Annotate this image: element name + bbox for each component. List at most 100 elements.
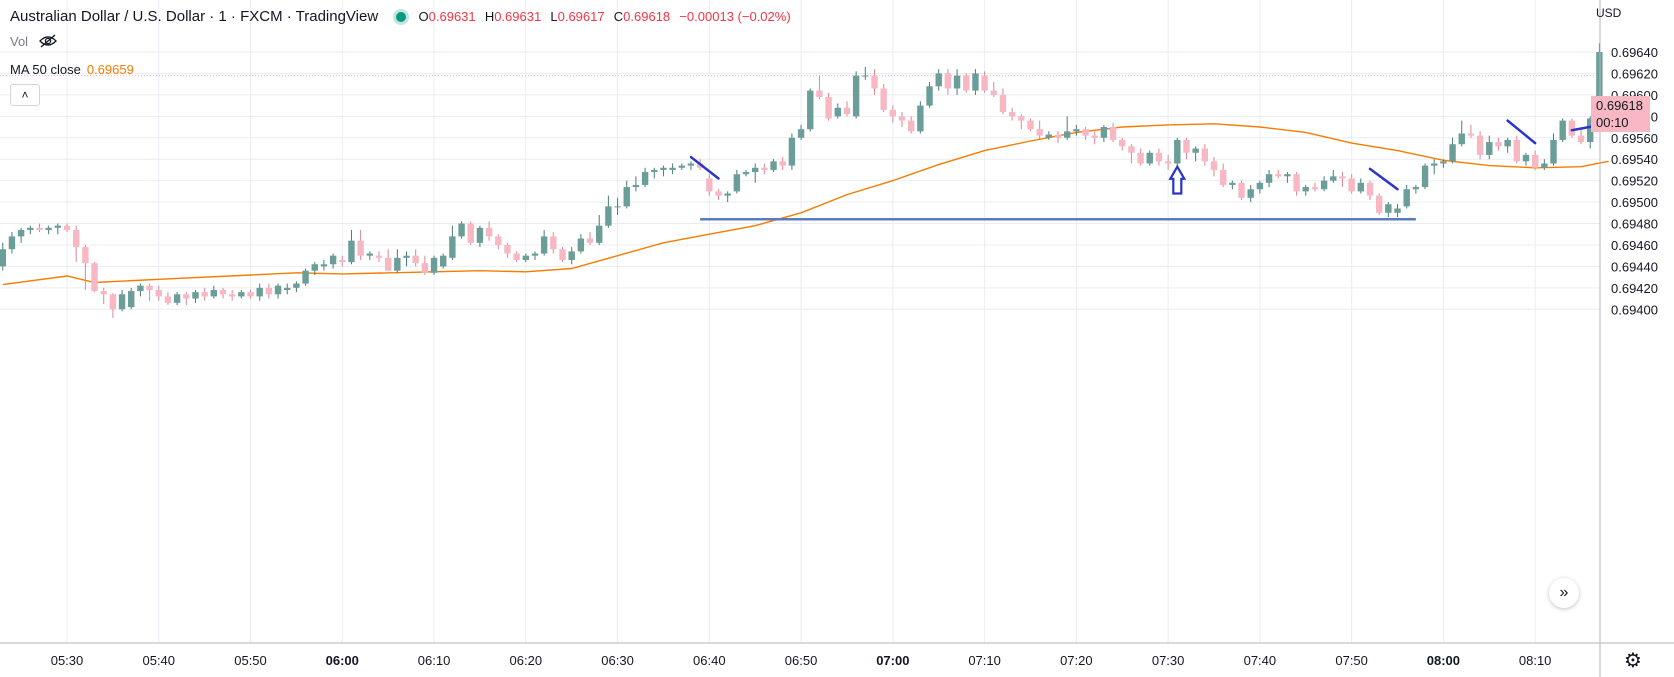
- candle-body: [238, 292, 245, 297]
- ohlc-close: C0.69618: [613, 9, 671, 24]
- candle-body: [1587, 118, 1594, 143]
- candle-body: [953, 75, 961, 89]
- candle: [1357, 178, 1365, 194]
- candle-body: [825, 97, 832, 119]
- candle-body: [614, 206, 621, 208]
- candle: [430, 255, 438, 275]
- y-tick-label: 0.69540: [1611, 152, 1658, 167]
- candle-body: [100, 291, 107, 295]
- candle: [1174, 137, 1181, 166]
- candle-body: [467, 223, 474, 243]
- candle: [1385, 202, 1392, 218]
- candle: [1348, 174, 1355, 194]
- candle: [109, 293, 117, 318]
- bar-countdown: 00:10: [1596, 115, 1629, 130]
- candle: [1045, 131, 1053, 140]
- candle-body: [1238, 182, 1245, 198]
- candle: [577, 234, 585, 254]
- candle-body: [82, 247, 89, 264]
- candle-body: [926, 86, 933, 106]
- candle-body: [137, 285, 144, 292]
- collapse-legend-button[interactable]: ˄: [10, 84, 40, 106]
- candle: [91, 262, 98, 293]
- candle-body: [1100, 127, 1108, 138]
- candle: [568, 247, 575, 265]
- candle: [926, 82, 933, 108]
- candle-body: [1265, 174, 1273, 183]
- candle-body: [586, 238, 594, 243]
- candle: [1073, 124, 1080, 136]
- candle: [1559, 118, 1566, 143]
- candle: [118, 289, 126, 312]
- trend-annotation: [1368, 167, 1399, 191]
- candle-body: [1008, 112, 1016, 117]
- candle-body: [302, 270, 309, 284]
- candle-body: [706, 178, 713, 192]
- candle: [1247, 184, 1254, 203]
- candle: [449, 225, 456, 260]
- candle: [1513, 135, 1521, 164]
- volume-indicator-row[interactable]: Vol: [10, 34, 58, 51]
- candle-body: [274, 285, 282, 295]
- candle: [1330, 169, 1337, 183]
- candle: [1137, 148, 1144, 166]
- candle-body: [412, 255, 419, 264]
- candle: [1128, 144, 1135, 164]
- candle: [17, 227, 25, 243]
- candle: [935, 69, 942, 91]
- candle: [1522, 152, 1530, 166]
- candle-body: [1082, 129, 1089, 136]
- candle-body: [1412, 187, 1420, 190]
- candle-body: [898, 116, 906, 121]
- candle-body: [384, 257, 392, 271]
- candle: [100, 287, 107, 304]
- candle: [733, 169, 741, 194]
- candle: [320, 259, 328, 271]
- scroll-to-realtime-button[interactable]: »: [1549, 578, 1579, 608]
- candle: [146, 283, 153, 301]
- candle-body: [1109, 127, 1117, 140]
- y-tick-label: 0.69460: [1611, 238, 1658, 253]
- candle-body: [1201, 148, 1209, 162]
- candle: [1467, 124, 1475, 138]
- market-status-icon: [396, 12, 407, 23]
- candle-body: [687, 163, 695, 166]
- candle: [485, 221, 493, 241]
- candle-body: [146, 285, 153, 290]
- candle-body: [862, 75, 869, 77]
- candle-body: [1128, 146, 1135, 153]
- eye-hidden-icon[interactable]: [38, 34, 58, 51]
- candle-body: [724, 193, 731, 196]
- x-tick-label: 07:10: [968, 653, 1001, 668]
- candle-body: [852, 75, 860, 117]
- x-tick-label: 06:30: [601, 653, 634, 668]
- candle-body: [1568, 120, 1576, 136]
- candle: [862, 67, 869, 80]
- candle-body: [1486, 142, 1493, 155]
- ma-value: 0.69659: [86, 62, 134, 77]
- candle: [1091, 131, 1098, 145]
- candle-body: [173, 294, 181, 303]
- candle-body: [0, 249, 6, 267]
- candle: [724, 191, 731, 203]
- arrow-up-annotation: [1168, 164, 1187, 195]
- candle: [265, 283, 273, 299]
- gear-icon[interactable]: ⚙: [1624, 650, 1642, 672]
- currency-label[interactable]: USD: [1596, 6, 1622, 20]
- candle-body: [816, 90, 823, 98]
- ma-indicator-row[interactable]: MA 50 close 0.69659: [10, 62, 134, 77]
- candle-body: [265, 287, 273, 295]
- candle: [219, 287, 227, 299]
- candle: [788, 133, 796, 170]
- candle: [1063, 116, 1071, 140]
- candle: [384, 249, 392, 271]
- candle: [1366, 180, 1374, 200]
- candle: [1476, 131, 1484, 160]
- candle: [687, 161, 695, 170]
- candle-body: [1421, 165, 1429, 188]
- candle: [715, 189, 722, 200]
- candle-body: [1018, 116, 1025, 121]
- candle-body: [540, 236, 548, 254]
- candle-body: [1513, 139, 1521, 162]
